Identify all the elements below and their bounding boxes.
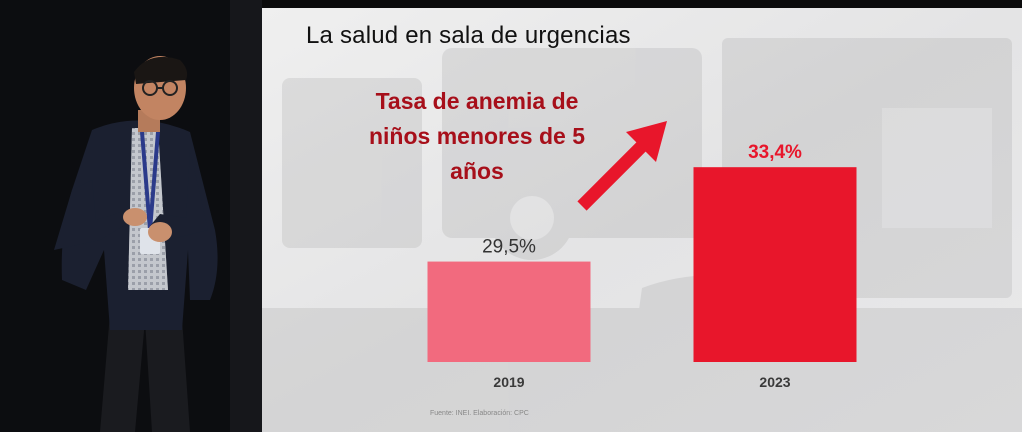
bar-2023 xyxy=(693,167,857,362)
value-label-2023: 33,4% xyxy=(748,142,802,163)
up-arrow-icon xyxy=(577,121,667,211)
bar-chart: 29,5% 2019 33,4% 2023 xyxy=(427,121,857,390)
category-label-2023: 2023 xyxy=(759,374,790,390)
speaker-video xyxy=(0,0,262,432)
presentation-slide: La salud en sala de urgencias Tasa de an… xyxy=(262,8,1022,432)
source-note: Fuente: INEI. Elaboración: CPC xyxy=(430,410,529,417)
slide-title: La salud en sala de urgencias xyxy=(306,22,631,49)
speaker-silhouette xyxy=(0,0,262,432)
category-label-2019: 2019 xyxy=(493,374,524,390)
value-label-2019: 29,5% xyxy=(482,237,536,258)
bar-2019 xyxy=(427,261,591,362)
highlight-caption: Tasa de anemia de niños menores de 5 año… xyxy=(368,88,585,184)
slide-background-photo xyxy=(262,8,1022,432)
